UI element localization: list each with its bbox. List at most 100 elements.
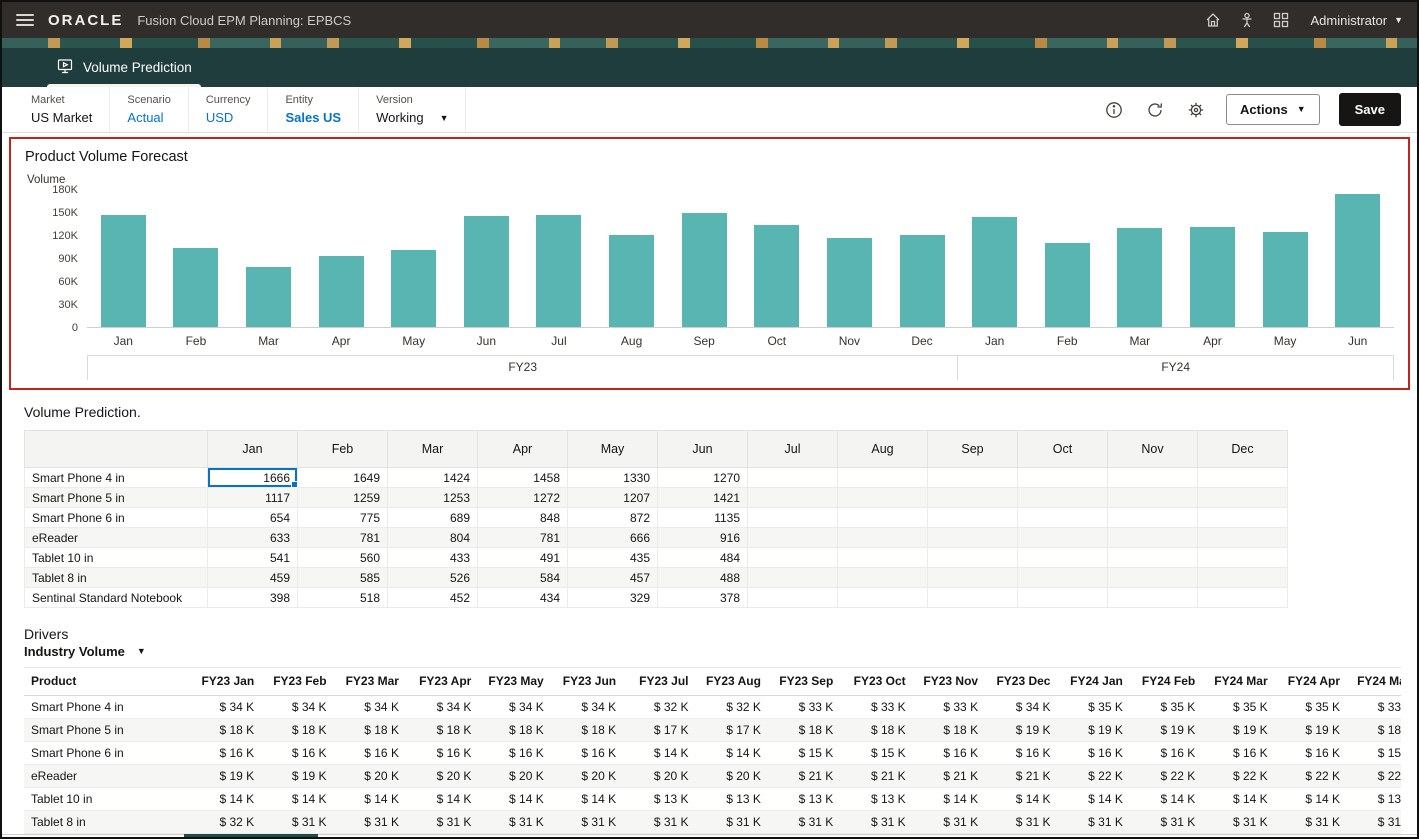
pov-version[interactable]: Version Working ▼ <box>359 87 467 132</box>
grid-cell[interactable]: 433 <box>387 547 478 568</box>
driver-cell[interactable]: $ 22 K <box>1348 764 1401 788</box>
grid-cell[interactable] <box>747 507 838 528</box>
driver-cell[interactable]: $ 14 K <box>1130 787 1204 811</box>
driver-cell[interactable]: $ 35 K <box>1275 695 1349 719</box>
driver-cell[interactable]: $ 16 K <box>913 741 987 765</box>
grid-cell[interactable] <box>747 487 838 508</box>
grid-cell[interactable]: 689 <box>387 507 478 528</box>
selected-cell[interactable]: 1666 <box>207 467 299 489</box>
grid-cell[interactable]: 526 <box>387 567 478 588</box>
driver-cell[interactable]: $ 14 K <box>1058 787 1131 811</box>
driver-cell[interactable]: $ 17 K <box>624 718 697 742</box>
driver-cell[interactable]: $ 14 K <box>986 787 1059 811</box>
grid-cell[interactable] <box>1017 547 1108 568</box>
driver-cell[interactable]: $ 16 K <box>334 741 407 765</box>
driver-cell[interactable]: $ 34 K <box>189 695 263 719</box>
driver-cell[interactable]: $ 14 K <box>189 787 263 811</box>
driver-cell[interactable]: $ 31 K <box>1275 810 1349 834</box>
grid-cell[interactable] <box>837 487 928 508</box>
grid-cell[interactable] <box>1107 487 1198 508</box>
grid-cell[interactable] <box>837 507 928 528</box>
driver-cell[interactable]: $ 18 K <box>1348 718 1401 742</box>
grid-cell[interactable] <box>1017 567 1108 588</box>
driver-cell[interactable]: $ 20 K <box>334 764 407 788</box>
grid-cell[interactable]: 484 <box>657 547 748 568</box>
driver-cell[interactable]: $ 19 K <box>189 764 263 788</box>
driver-cell[interactable]: $ 16 K <box>406 741 480 765</box>
driver-cell[interactable]: $ 13 K <box>1348 787 1401 811</box>
grid-cell[interactable] <box>747 567 838 588</box>
driver-cell[interactable]: $ 31 K <box>913 810 987 834</box>
driver-cell[interactable]: $ 31 K <box>624 810 697 834</box>
grid-cell[interactable] <box>927 547 1018 568</box>
driver-cell[interactable]: $ 31 K <box>768 810 842 834</box>
grid-cell[interactable]: 398 <box>207 587 298 608</box>
actions-button[interactable]: Actions ▼ <box>1226 94 1320 125</box>
driver-cell[interactable]: $ 18 K <box>262 718 335 742</box>
driver-cell[interactable]: $ 34 K <box>986 695 1059 719</box>
driver-cell[interactable]: $ 31 K <box>551 810 625 834</box>
driver-cell[interactable]: $ 31 K <box>1130 810 1204 834</box>
grid-cell[interactable] <box>747 587 838 608</box>
driver-cell[interactable]: $ 35 K <box>1130 695 1204 719</box>
grid-cell[interactable] <box>837 567 928 588</box>
driver-cell[interactable]: $ 16 K <box>1275 741 1349 765</box>
driver-cell[interactable]: $ 33 K <box>1348 695 1401 719</box>
driver-cell[interactable]: $ 22 K <box>1058 764 1131 788</box>
grid-cell[interactable] <box>1197 567 1288 588</box>
driver-cell[interactable]: $ 34 K <box>334 695 407 719</box>
grid-cell[interactable]: 775 <box>297 507 388 528</box>
driver-cell[interactable]: $ 14 K <box>262 787 335 811</box>
grid-cell[interactable] <box>1017 587 1108 608</box>
tab-volume-prediction[interactable]: Volume Prediction <box>44 48 204 87</box>
driver-cell[interactable]: $ 18 K <box>406 718 480 742</box>
driver-cell[interactable]: $ 14 K <box>1203 787 1276 811</box>
grid-cell[interactable]: 488 <box>657 567 748 588</box>
grid-cell[interactable]: 585 <box>297 567 388 588</box>
driver-cell[interactable]: $ 32 K <box>696 695 769 719</box>
driver-cell[interactable]: $ 20 K <box>551 764 625 788</box>
grid-cell[interactable]: 434 <box>477 587 568 608</box>
grid-cell[interactable] <box>837 527 928 548</box>
tab-predict-by-algorithms[interactable]: Predict by Algorithms <box>651 835 848 837</box>
grid-cell[interactable] <box>1017 487 1108 508</box>
driver-cell[interactable]: $ 21 K <box>841 764 914 788</box>
grid-cell[interactable]: 457 <box>567 567 658 588</box>
grid-cell[interactable]: 541 <box>207 547 298 568</box>
grid-cell[interactable]: 1117 <box>207 487 298 508</box>
driver-cell[interactable]: $ 15 K <box>1348 741 1401 765</box>
grid-cell[interactable]: 560 <box>297 547 388 568</box>
grid-cell[interactable] <box>1017 507 1108 528</box>
grid-cell[interactable]: 1135 <box>657 507 748 528</box>
driver-cell[interactable]: $ 32 K <box>189 810 263 834</box>
driver-cell[interactable]: $ 20 K <box>406 764 480 788</box>
grid-cell[interactable]: 1421 <box>657 487 748 508</box>
driver-cell[interactable]: $ 19 K <box>1203 718 1276 742</box>
grid-cell[interactable] <box>1197 587 1288 608</box>
driver-cell[interactable]: $ 18 K <box>913 718 987 742</box>
driver-cell[interactable]: $ 22 K <box>1130 764 1204 788</box>
grid-cell[interactable] <box>1197 467 1288 488</box>
driver-cell[interactable]: $ 15 K <box>768 741 842 765</box>
grid-cell[interactable] <box>837 467 928 488</box>
tab-prediction[interactable]: Prediction <box>182 834 321 837</box>
tab-forecast-accuracy[interactable]: Forecast Accuracy <box>469 835 651 837</box>
driver-cell[interactable]: $ 16 K <box>1130 741 1204 765</box>
grid-cell[interactable] <box>1197 507 1288 528</box>
driver-cell[interactable]: $ 20 K <box>624 764 697 788</box>
grid-cell[interactable]: 804 <box>387 527 478 548</box>
refresh-icon[interactable] <box>1144 99 1166 121</box>
grid-cell[interactable] <box>927 467 1018 488</box>
driver-cell[interactable]: $ 22 K <box>1203 764 1276 788</box>
grid-cell[interactable] <box>1197 487 1288 508</box>
driver-cell[interactable]: $ 33 K <box>913 695 987 719</box>
driver-cell[interactable]: $ 21 K <box>768 764 842 788</box>
driver-cell[interactable]: $ 18 K <box>768 718 842 742</box>
grid-cell[interactable]: 1270 <box>657 467 748 488</box>
driver-cell[interactable]: $ 21 K <box>913 764 987 788</box>
driver-cell[interactable]: $ 32 K <box>624 695 697 719</box>
pov-currency[interactable]: Currency USD <box>189 87 269 132</box>
grid-cell[interactable]: 1424 <box>387 467 478 488</box>
driver-cell[interactable]: $ 16 K <box>1203 741 1276 765</box>
accessibility-icon[interactable] <box>1237 10 1257 30</box>
